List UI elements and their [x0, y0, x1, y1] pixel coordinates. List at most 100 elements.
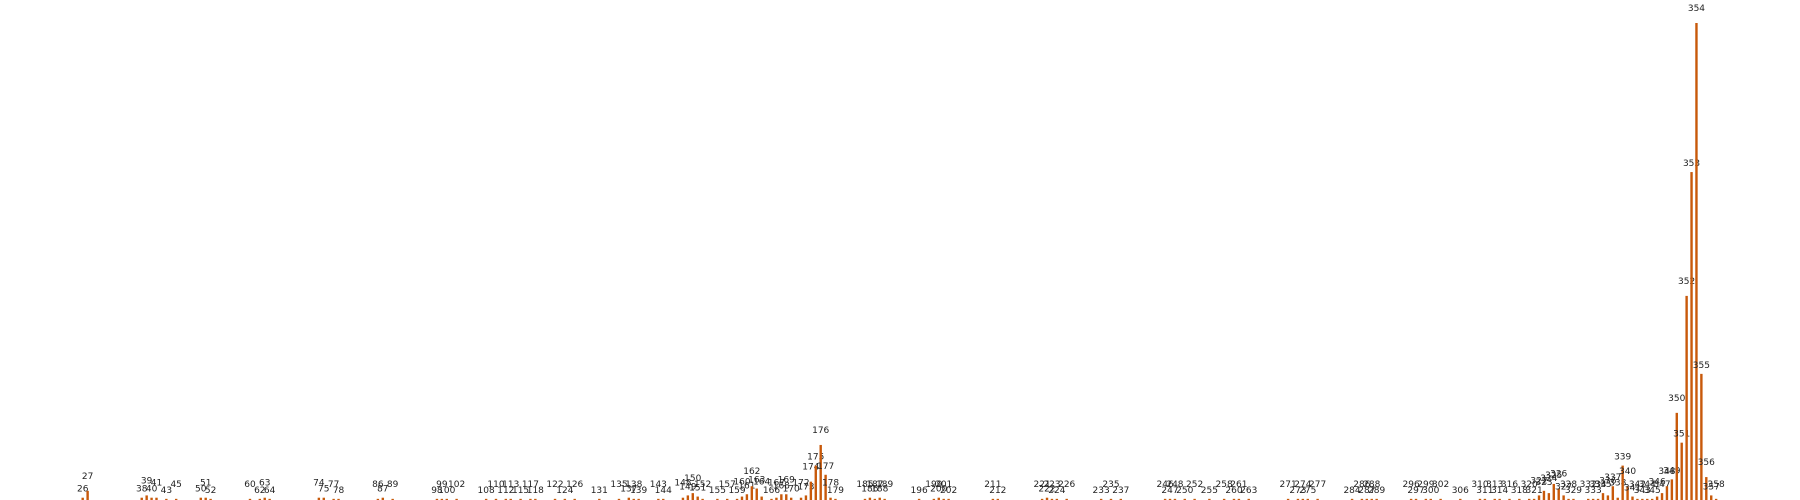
bar [947, 498, 950, 500]
bar [991, 498, 995, 500]
bar [942, 498, 945, 500]
bar [598, 498, 601, 500]
bar-label: 334 [1589, 480, 1606, 490]
bar [829, 497, 832, 500]
bar-label: 86 [372, 480, 384, 490]
bar [1493, 498, 1496, 500]
bar-label: 323 [1535, 478, 1552, 488]
bar [509, 498, 512, 500]
bar-label: 108 [478, 486, 495, 496]
bar [878, 497, 881, 500]
bar [637, 498, 640, 500]
bar-label: 271 [1280, 480, 1297, 490]
bar [789, 497, 793, 500]
bar-label: 345 [1644, 486, 1661, 496]
bar-label: 62 [254, 486, 265, 496]
bar-label: 346 [1649, 478, 1666, 488]
bar-label: 179 [827, 486, 844, 496]
bar-label: 299 [1417, 480, 1434, 490]
bar-label: 162 [743, 467, 760, 477]
bar-label: 321 [1526, 486, 1543, 496]
bar [617, 498, 621, 500]
bar-label: 356 [1698, 458, 1715, 468]
bar-label: 173 [797, 482, 814, 492]
bar-label: 87 [377, 485, 388, 495]
bar-label: 160 [733, 478, 750, 488]
bar-label: 187 [866, 480, 883, 490]
bar [81, 497, 84, 500]
bar-label: 113 [502, 480, 519, 490]
bar [1296, 498, 1300, 500]
bar [809, 481, 813, 500]
bar [1119, 498, 1123, 500]
bar [1587, 498, 1590, 500]
bar-label: 226 [1058, 480, 1075, 490]
bar-label: 344 [1639, 480, 1656, 490]
bar-label: 168 [773, 481, 790, 491]
bar [1601, 493, 1605, 500]
bar-label: 166 [763, 486, 780, 496]
bar-label: 115 [512, 486, 529, 496]
bar [86, 490, 89, 500]
bar [455, 498, 458, 500]
bar-label: 351 [1673, 430, 1690, 440]
bar [1050, 498, 1054, 500]
bar-label: 340 [1619, 467, 1636, 477]
bar-label: 221 [1034, 480, 1051, 490]
bar [1641, 498, 1644, 500]
bar [824, 474, 827, 500]
bar-label: 135 [610, 480, 627, 490]
bar-label: 112 [497, 486, 514, 496]
bar-label: 131 [591, 486, 608, 496]
bar-label: 311 [1476, 486, 1493, 496]
bar-label: 77 [328, 480, 339, 490]
bar-label: 333 [1585, 486, 1602, 496]
bar [1375, 498, 1378, 500]
bar-label: 196 [911, 486, 928, 496]
bar [1365, 498, 1369, 500]
bar [632, 498, 635, 500]
bar-label: 355 [1693, 361, 1710, 371]
bar-label: 174 [802, 463, 819, 473]
bar-label: 348 [1658, 467, 1675, 477]
bar [750, 486, 754, 500]
bar [140, 497, 143, 500]
bar-label: 102 [448, 480, 465, 490]
bar-label: 122 [546, 480, 563, 490]
bar [1183, 498, 1186, 500]
bar-label: 255 [1201, 486, 1218, 496]
bar [337, 498, 340, 500]
bar-label: 144 [655, 486, 672, 496]
bar [1636, 498, 1639, 500]
bar [445, 498, 448, 500]
bar-label: 139 [630, 486, 647, 496]
bar-label: 188 [871, 485, 888, 495]
bar [691, 493, 694, 500]
bar [804, 495, 808, 500]
bar-label: 51 [200, 479, 211, 489]
bar-label: 151 [689, 484, 706, 494]
bar [917, 498, 921, 500]
bar-label: 157 [719, 480, 736, 490]
bar-label: 313 [1486, 480, 1503, 490]
bar [1621, 465, 1624, 500]
bar [1370, 498, 1373, 500]
bar [1552, 483, 1555, 500]
bar-label: 201 [935, 480, 952, 490]
bar [563, 498, 567, 500]
bar [1193, 498, 1196, 500]
bar-label: 336 [1599, 476, 1616, 486]
bar [1306, 498, 1309, 500]
bar [391, 498, 394, 500]
bar [1173, 498, 1177, 500]
bar-label: 64 [264, 486, 276, 496]
bar-label: 126 [566, 480, 583, 490]
bar [1045, 497, 1049, 500]
bar [1040, 498, 1044, 500]
bar [1163, 498, 1167, 500]
bar [1567, 498, 1570, 500]
bar [1670, 479, 1674, 500]
bar-label: 237 [1112, 486, 1129, 496]
bar-label: 350 [1668, 394, 1685, 404]
bar-label: 148 [674, 479, 691, 489]
